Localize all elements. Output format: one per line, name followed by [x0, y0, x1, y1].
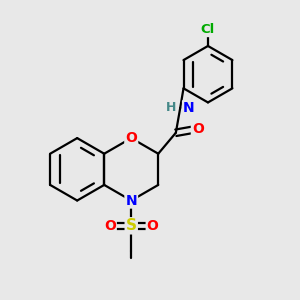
- Text: N: N: [125, 194, 137, 208]
- Text: O: O: [104, 219, 116, 233]
- Text: N: N: [183, 101, 194, 115]
- Text: Cl: Cl: [201, 23, 215, 36]
- Text: O: O: [192, 122, 204, 136]
- Text: H: H: [166, 101, 177, 114]
- Text: O: O: [125, 131, 137, 145]
- Text: O: O: [147, 219, 159, 233]
- Text: S: S: [126, 218, 137, 233]
